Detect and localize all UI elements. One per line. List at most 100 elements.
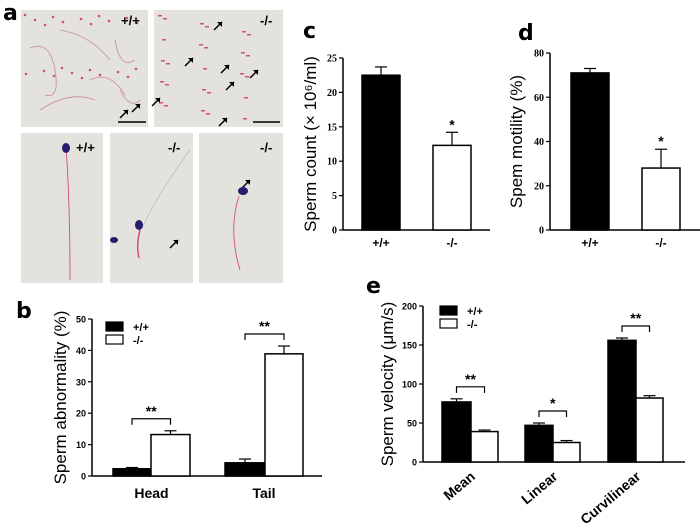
bar — [470, 430, 499, 463]
y-tick-label: 5 — [332, 191, 337, 202]
y-axis-label: Spem motility (%) — [507, 75, 526, 208]
y-tick-label: 20 — [534, 181, 544, 192]
significance-marker: ** — [146, 403, 157, 419]
significance-marker: * — [449, 116, 455, 132]
y-tick-label: 0 — [81, 472, 86, 482]
y-tick-label: 50 — [76, 315, 86, 325]
sperm-head — [125, 16, 129, 20]
arrow-icon — [135, 104, 140, 109]
bar — [607, 339, 637, 463]
legend-label: -/- — [467, 319, 478, 331]
sperm-head — [80, 76, 84, 80]
sperm-tail — [233, 195, 241, 271]
sperm-fragment — [244, 97, 248, 99]
significance-bracket — [538, 410, 568, 417]
sperm-head — [52, 74, 56, 78]
sperm-fragment — [202, 89, 206, 91]
arrow-icon — [253, 70, 258, 75]
micrograph-label-top-left: +/+ — [121, 13, 140, 28]
sperm-fragment — [207, 92, 211, 94]
significance-marker: * — [550, 395, 556, 411]
y-tick-label: 10 — [327, 157, 337, 168]
bar — [112, 468, 152, 477]
bar — [570, 72, 610, 231]
x-category-label: Tail — [252, 485, 275, 501]
legend-swatch — [439, 305, 458, 316]
sperm-head — [126, 75, 130, 79]
y-tick-label: 20 — [327, 88, 337, 99]
micrograph-image — [21, 10, 148, 127]
significance-marker: ** — [630, 310, 641, 326]
sperm-head — [33, 18, 37, 22]
micrograph-label-top-right: -/- — [260, 13, 272, 28]
x-category-label: Head — [134, 485, 168, 501]
y-axis-label: Sperm velocity (μm/s) — [378, 302, 397, 467]
sperm-tail — [119, 89, 141, 104]
legend-swatch — [439, 318, 458, 329]
bar — [150, 433, 191, 477]
panel-c: c 0 5 10 15 20 25 Sperm count (× 10⁶/ml) +/+ -/- * — [301, 19, 490, 250]
y-tick-label: 15 — [327, 122, 337, 133]
panel-letter-b: b — [16, 299, 32, 324]
sperm-fragment — [243, 118, 247, 120]
sperm-tail — [65, 147, 71, 281]
x-category-label: -/- — [446, 236, 457, 250]
sperm-head — [98, 73, 102, 77]
bar — [524, 424, 554, 463]
y-axis-label: Sperm abnormality (%) — [51, 311, 70, 485]
arrow-icon — [173, 240, 178, 245]
arrow-icon — [245, 180, 250, 185]
sperm-fragment — [241, 52, 245, 54]
sperm-fragment — [162, 39, 166, 41]
sperm-head — [24, 72, 28, 76]
y-tick-label: 40 — [534, 137, 544, 148]
y-tick-label: 0 — [332, 226, 337, 237]
sperm-fragment — [199, 44, 203, 46]
sperm-tail — [39, 96, 96, 111]
micrograph-image — [199, 133, 283, 283]
sperm-head — [79, 17, 83, 21]
panel-a: a +/+ -/- +/+ -/- -/- — [3, 1, 283, 283]
arrow-icon — [188, 58, 193, 63]
panel-letter-a: a — [3, 1, 18, 26]
sperm-fragment — [240, 73, 244, 75]
y-tick-label: 30 — [76, 377, 86, 387]
sperm-head — [89, 22, 93, 26]
sperm-fragment — [201, 110, 205, 112]
significance-bracket — [455, 386, 486, 393]
sperm-fragment — [205, 26, 209, 28]
sperm-tail — [59, 29, 111, 61]
micrograph-label-bottom-left: +/+ — [76, 140, 95, 155]
y-tick-label: 150 — [402, 341, 417, 351]
sperm-head — [110, 237, 118, 243]
sperm-tail — [89, 76, 126, 96]
panel-b: b 0 10 20 30 40 50 Sperm abnormality (%) Head ** T… — [16, 299, 322, 501]
micrograph-image — [154, 10, 283, 127]
sperm-fragment — [159, 102, 163, 104]
sperm-head — [42, 69, 46, 73]
y-tick-label: 0 — [539, 226, 544, 237]
sperm-head — [116, 70, 120, 74]
arrow-icon — [224, 65, 229, 70]
arrow-icon — [222, 118, 227, 123]
sperm-head — [134, 67, 138, 71]
significance-marker: * — [658, 133, 664, 149]
sperm-fragment — [245, 76, 249, 78]
sperm-tail — [29, 45, 57, 97]
bar — [635, 397, 664, 463]
sperm-head — [62, 143, 70, 153]
sperm-fragment — [206, 113, 210, 115]
bar — [432, 144, 472, 231]
significance-bracket — [131, 418, 172, 425]
sperm-fragment — [166, 63, 170, 65]
x-category-label: +/+ — [581, 236, 598, 250]
sperm-head — [135, 21, 139, 25]
y-tick-label: 50 — [407, 419, 417, 429]
sperm-head — [88, 68, 92, 72]
legend-swatch — [105, 321, 124, 332]
sperm-head — [61, 20, 65, 24]
sperm-head — [97, 14, 101, 18]
x-category-label: +/+ — [372, 236, 389, 250]
